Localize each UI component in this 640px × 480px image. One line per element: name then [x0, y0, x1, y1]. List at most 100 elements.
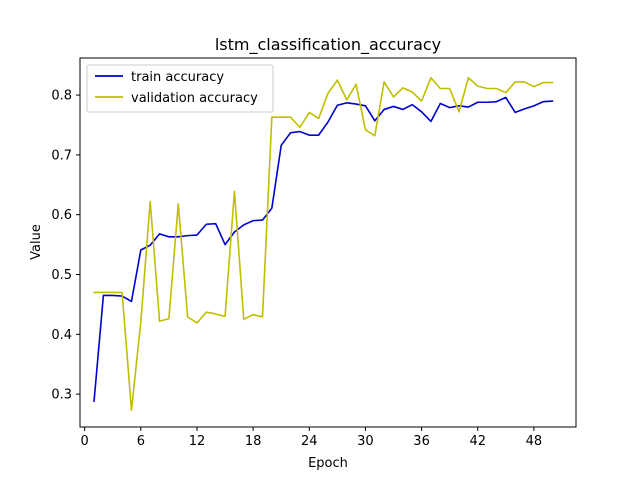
data-point	[308, 134, 310, 136]
data-point	[121, 292, 123, 294]
x-axis: 0 6 12 18 24 30 36 42 48	[81, 427, 543, 449]
data-point	[224, 316, 226, 318]
legend-label-validation: validation accuracy	[131, 91, 258, 106]
data-point	[206, 311, 208, 313]
data-point	[440, 88, 442, 90]
x-tick-label: 24	[301, 434, 318, 449]
x-tick-label: 12	[189, 434, 206, 449]
x-tick-label: 18	[245, 434, 262, 449]
data-point	[196, 322, 198, 324]
data-point	[533, 86, 535, 88]
legend-box	[86, 64, 274, 113]
data-point	[458, 111, 460, 113]
data-point	[196, 234, 198, 236]
y-tick-label: 0.3	[51, 388, 72, 403]
data-point	[243, 224, 245, 226]
x-tick-label: 48	[526, 434, 543, 449]
data-point	[552, 82, 554, 84]
data-point	[337, 104, 339, 106]
data-point	[524, 108, 526, 110]
y-tick-label: 0.8	[51, 89, 72, 104]
data-point	[383, 81, 385, 83]
data-point	[290, 116, 292, 118]
data-point	[215, 223, 217, 225]
data-point	[421, 111, 423, 113]
data-point	[224, 244, 226, 246]
data-point	[486, 88, 488, 90]
data-point	[149, 244, 151, 246]
x-tick-label: 30	[357, 434, 374, 449]
data-point	[140, 249, 142, 251]
data-point	[337, 79, 339, 81]
data-point	[486, 101, 488, 103]
x-tick-label: 6	[137, 434, 145, 449]
data-point	[496, 101, 498, 103]
data-point	[383, 109, 385, 111]
data-point	[103, 295, 105, 297]
data-point	[299, 127, 301, 129]
x-axis-label: Epoch	[308, 456, 348, 471]
data-point	[449, 107, 451, 109]
data-point	[93, 292, 95, 294]
y-tick-label: 0.5	[51, 268, 72, 283]
x-tick-label: 0	[81, 434, 89, 449]
data-point	[308, 112, 310, 114]
data-point	[271, 116, 273, 118]
data-point	[168, 318, 170, 320]
data-point	[514, 112, 516, 114]
data-point	[131, 301, 133, 303]
data-point	[402, 109, 404, 111]
data-point	[140, 321, 142, 323]
data-point	[505, 92, 507, 94]
chart-title: lstm_classification_accuracy	[215, 35, 441, 55]
data-point	[177, 203, 179, 205]
data-point	[449, 88, 451, 90]
data-point	[149, 201, 151, 203]
data-point	[411, 91, 413, 93]
data-point	[112, 292, 114, 294]
data-point	[93, 400, 95, 402]
data-point	[430, 77, 432, 79]
data-point	[477, 101, 479, 103]
data-point	[468, 106, 470, 108]
data-point	[468, 77, 470, 79]
data-point	[402, 87, 404, 89]
y-axis: 0.3 0.4 0.5 0.6 0.7 0.8	[51, 89, 80, 403]
data-point	[318, 118, 320, 120]
data-point	[421, 100, 423, 102]
data-point	[168, 236, 170, 238]
data-point	[524, 81, 526, 83]
series-line-validation	[93, 76, 554, 412]
data-point	[505, 97, 507, 99]
data-point	[374, 135, 376, 137]
data-point	[477, 85, 479, 87]
data-point	[215, 313, 217, 315]
plot-area	[93, 76, 554, 412]
data-point	[159, 233, 161, 235]
data-point	[542, 82, 544, 84]
data-point	[552, 100, 554, 102]
legend: train accuracy validation accuracy	[86, 64, 274, 113]
series-line-train	[93, 96, 554, 403]
data-point	[234, 191, 236, 193]
data-point	[411, 104, 413, 106]
data-point	[262, 316, 264, 318]
data-point	[430, 121, 432, 123]
y-tick-label: 0.4	[51, 328, 72, 343]
data-point	[393, 96, 395, 98]
data-point	[327, 121, 329, 123]
data-point	[374, 120, 376, 122]
data-point	[514, 81, 516, 83]
y-tick-label: 0.6	[51, 208, 72, 223]
data-point	[280, 116, 282, 118]
x-tick-label: 36	[413, 434, 430, 449]
data-point	[290, 132, 292, 134]
data-point	[243, 319, 245, 321]
y-tick-label: 0.7	[51, 148, 72, 163]
data-point	[187, 235, 189, 237]
data-point	[393, 106, 395, 108]
data-point	[365, 129, 367, 131]
data-point	[177, 236, 179, 238]
data-point	[365, 105, 367, 107]
